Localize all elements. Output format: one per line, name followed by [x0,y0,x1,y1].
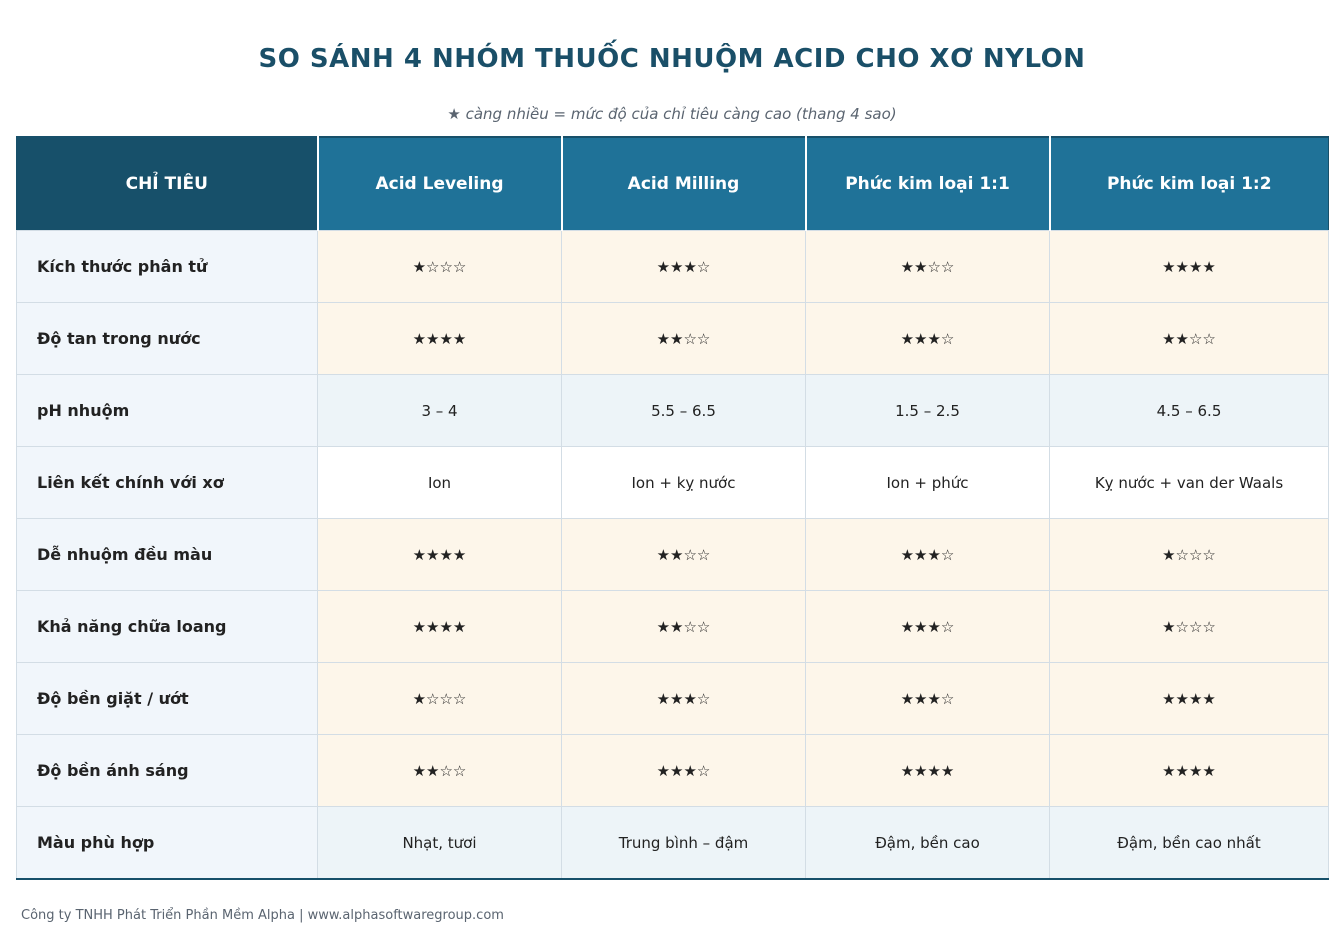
star-rating-cell: ★★★★ [1049,734,1329,807]
star-rating-cell: ★★★★ [317,518,562,591]
row-label: pH nhuộm [16,374,318,447]
star-rating-cell: ★★★☆ [805,590,1050,663]
value-cell: Ion + kỵ nước [561,446,806,519]
header-col-3: Phức kim loại 1:1 [804,137,1050,231]
star-rating-cell: ★★★★ [317,302,562,375]
footer-text: Công ty TNHH Phát Triển Phần Mềm Alpha |… [21,908,504,923]
table-row: Dễ nhuộm đều màu ★★★★ ★★☆☆ ★★★☆ ★☆☆☆ [16,518,1329,591]
star-rating-cell: ★★★★ [805,734,1050,807]
table-row: Kích thước phân tử ★☆☆☆ ★★★☆ ★★☆☆ ★★★★ [16,230,1329,303]
table-row: pH nhuộm 3 – 4 5.5 – 6.5 1.5 – 2.5 4.5 – 6.5 [16,374,1329,447]
row-label: Màu phù hợp [16,806,318,880]
page-title: SO SÁNH 4 NHÓM THUỐC NHUỘM ACID CHO XƠ N… [258,44,1086,74]
table-row: Màu phù hợp Nhạt, tươi Trung bình – đậm Đậm… [16,806,1329,880]
star-rating-cell: ★★★☆ [805,662,1050,735]
header-col-1: Acid Leveling [316,137,562,231]
value-cell: Nhạt, tươi [317,806,562,880]
star-rating-cell: ★★★☆ [805,302,1050,375]
star-rating-cell: ★★★★ [1049,230,1329,303]
star-rating-cell: ★☆☆☆ [1049,590,1329,663]
table-row: Độ tan trong nước ★★★★ ★★☆☆ ★★★☆ ★★☆☆ [16,302,1329,375]
row-label: Dễ nhuộm đều màu [16,518,318,591]
star-rating-cell: ★☆☆☆ [317,662,562,735]
table-header-row: CHỈ TIÊU Acid Leveling Acid Milling Phức… [16,137,1329,231]
star-rating-cell: ★★☆☆ [317,734,562,807]
value-cell: 3 – 4 [317,374,562,447]
row-label: Độ tan trong nước [16,302,318,375]
star-rating-cell: ★★☆☆ [561,590,806,663]
value-cell: Kỵ nước + van der Waals [1049,446,1329,519]
star-rating-cell: ★★☆☆ [1049,302,1329,375]
star-rating-cell: ★★★☆ [561,230,806,303]
header-col-2: Acid Milling [560,137,806,231]
value-cell: Ion [317,446,562,519]
row-label: Kích thước phân tử [16,230,318,303]
table-row: Độ bền ánh sáng ★★☆☆ ★★★☆ ★★★★ ★★★★ [16,734,1329,807]
header-col-4: Phức kim loại 1:2 [1048,137,1329,231]
row-label: Khả năng chữa loang [16,590,318,663]
star-rating-cell: ★★★☆ [561,662,806,735]
value-cell: Ion + phức [805,446,1050,519]
comparison-table: CHỈ TIÊU Acid Leveling Acid Milling Phức… [16,136,1329,880]
header-criteria: CHỈ TIÊU [16,137,318,231]
value-cell: Đậm, bền cao nhất [1049,806,1329,880]
table-row: Độ bền giặt / ướt ★☆☆☆ ★★★☆ ★★★☆ ★★★★ [16,662,1329,735]
row-label: Liên kết chính với xơ [16,446,318,519]
star-rating-cell: ★★★★ [317,590,562,663]
value-cell: 4.5 – 6.5 [1049,374,1329,447]
table-row: Liên kết chính với xơ Ion Ion + kỵ nước Ion… [16,446,1329,519]
value-cell: Trung bình – đậm [561,806,806,880]
star-rating-cell: ★★★☆ [805,518,1050,591]
star-rating-cell: ★★☆☆ [805,230,1050,303]
star-rating-cell: ★★☆☆ [561,518,806,591]
value-cell: 5.5 – 6.5 [561,374,806,447]
star-rating-cell: ★☆☆☆ [317,230,562,303]
table-body: Kích thước phân tử ★☆☆☆ ★★★☆ ★★☆☆ ★★★★ Độ tan… [16,230,1329,880]
row-label: Độ bền ánh sáng [16,734,318,807]
page-subtitle: ★ càng nhiều = mức độ của chỉ tiêu càng … [447,105,897,123]
star-rating-cell: ★★★★ [1049,662,1329,735]
value-cell: Đậm, bền cao [805,806,1050,880]
star-rating-cell: ★★☆☆ [561,302,806,375]
star-rating-cell: ★☆☆☆ [1049,518,1329,591]
row-label: Độ bền giặt / ướt [16,662,318,735]
star-rating-cell: ★★★☆ [561,734,806,807]
table-row: Khả năng chữa loang ★★★★ ★★☆☆ ★★★☆ ★☆☆☆ [16,590,1329,663]
value-cell: 1.5 – 2.5 [805,374,1050,447]
